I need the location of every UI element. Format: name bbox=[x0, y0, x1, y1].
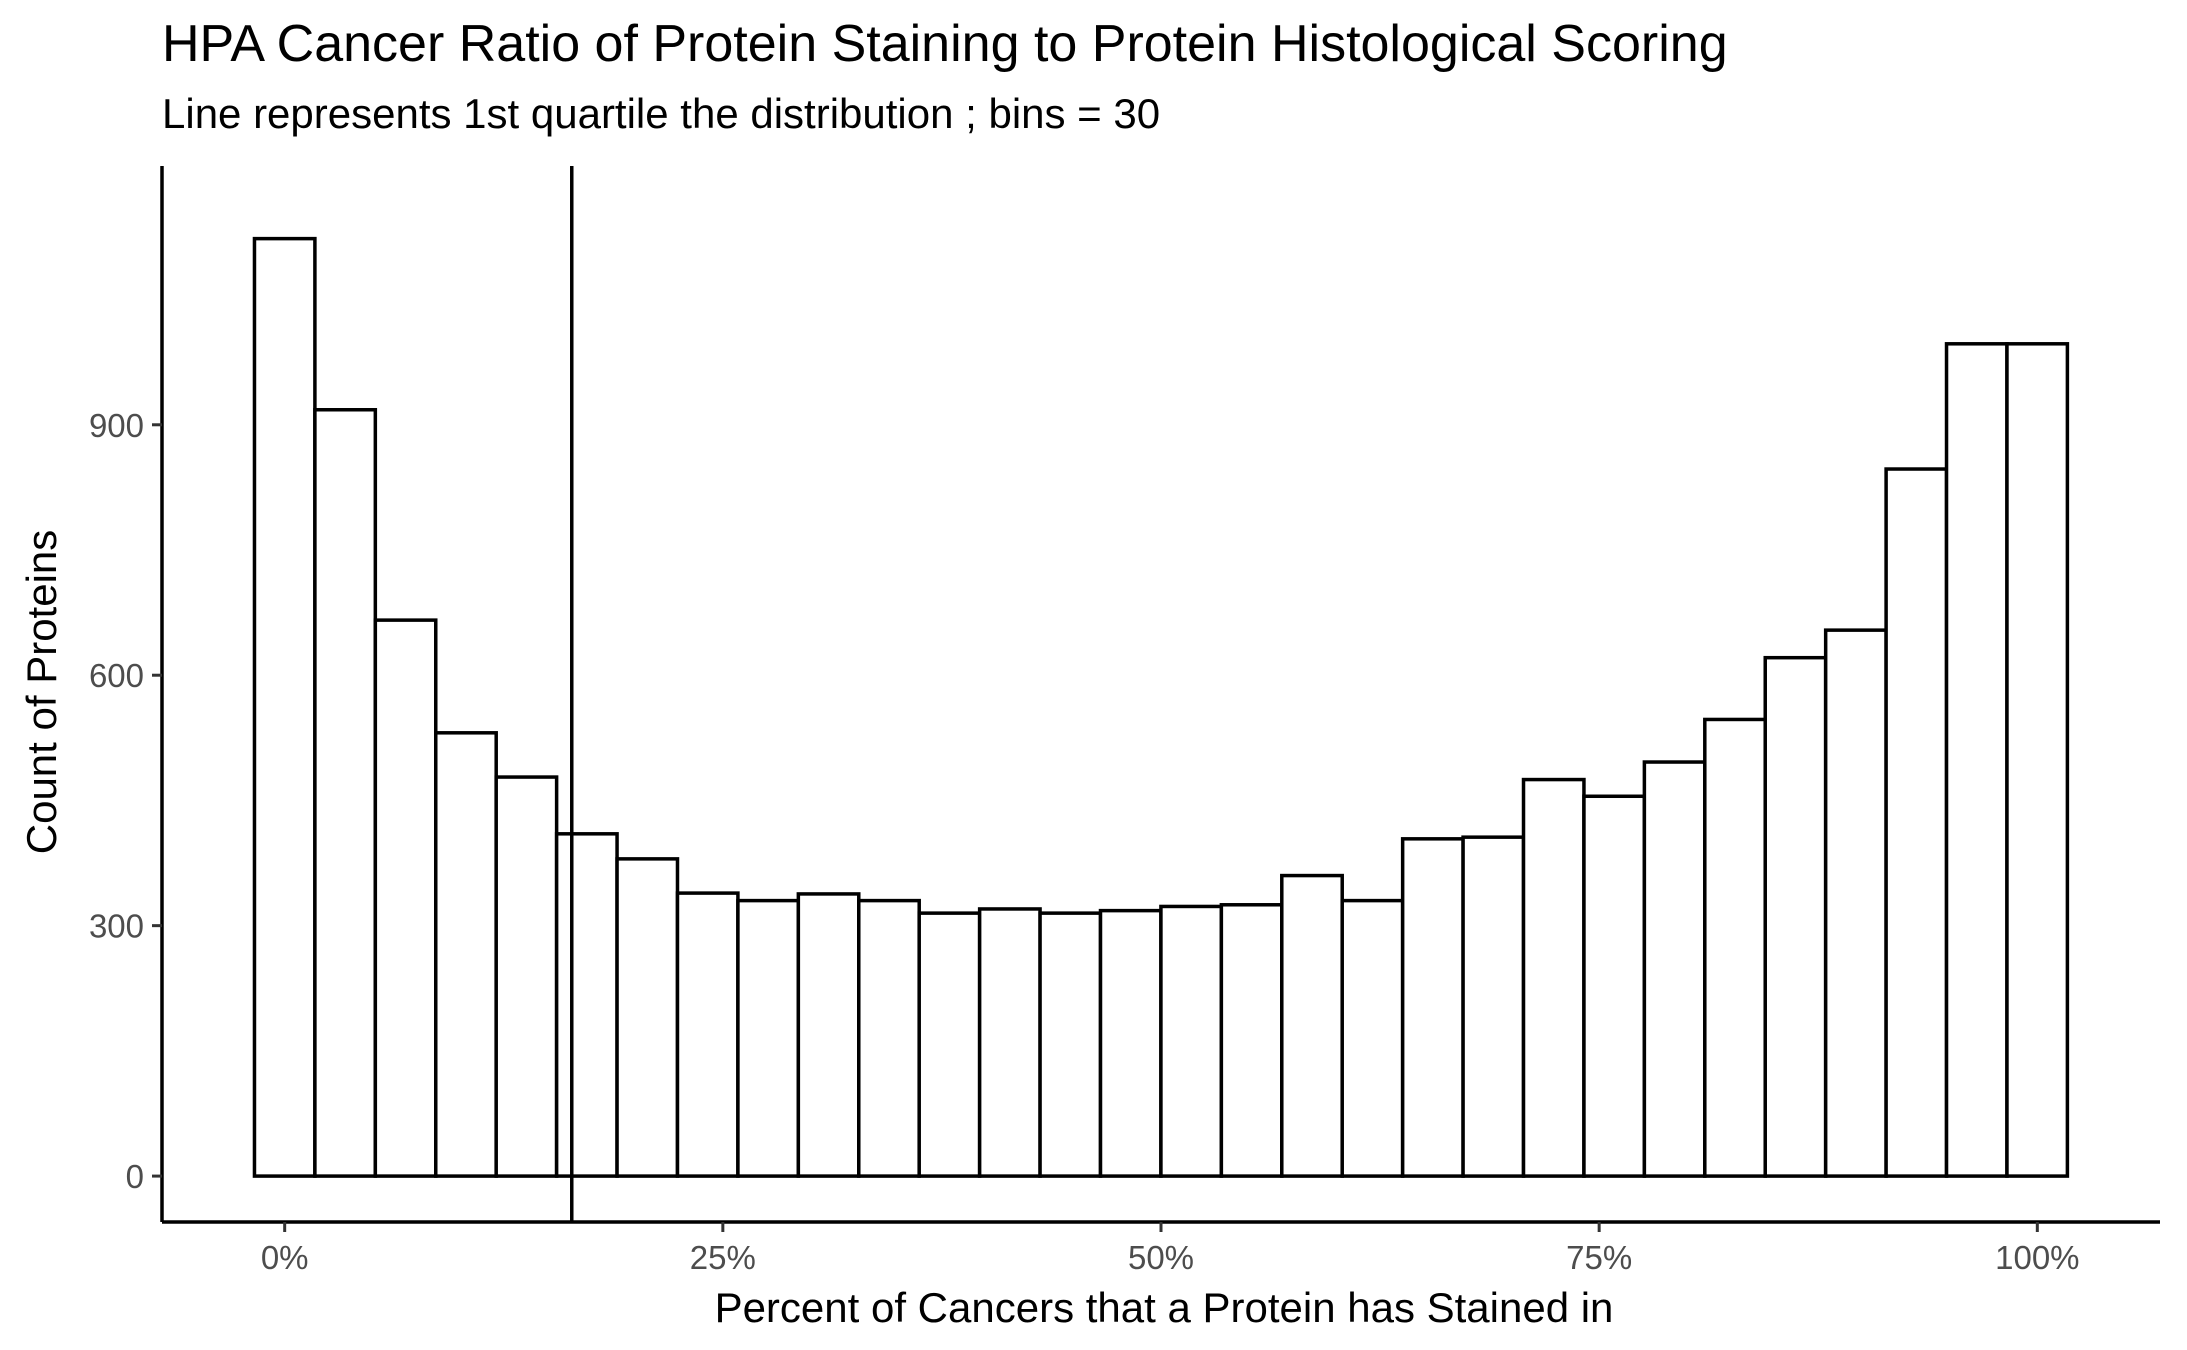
histogram-bar-29 bbox=[1944, 342, 2009, 1178]
histogram-bar-21 bbox=[1461, 835, 1526, 1178]
histogram-bar-27 bbox=[1823, 628, 1888, 1178]
histogram-bar-17 bbox=[1219, 903, 1284, 1178]
histogram-bar-4 bbox=[434, 731, 498, 1178]
y-ticks-layer: 0 300 600 900 bbox=[89, 407, 162, 1195]
histogram-bar-23 bbox=[1582, 794, 1647, 1178]
histogram-bar-26 bbox=[1763, 655, 1828, 1178]
histogram-bar-11 bbox=[857, 898, 921, 1178]
histogram-bar-2 bbox=[313, 408, 378, 1178]
y-tick-label-3: 600 bbox=[89, 657, 144, 694]
histogram-bar-20 bbox=[1400, 837, 1465, 1178]
histogram-bar-24 bbox=[1642, 760, 1707, 1178]
chart-title: HPA Cancer Ratio of Protein Staining to … bbox=[162, 15, 1728, 73]
x-tick-label-3: 50% bbox=[1128, 1239, 1194, 1276]
x-ticks-layer: 0% 25% 50% 75% 100% bbox=[261, 1222, 2080, 1276]
x-axis-label: Percent of Cancers that a Protein has St… bbox=[715, 1284, 1614, 1331]
y-tick-label-2: 300 bbox=[89, 908, 144, 945]
y-tick-label-1: 0 bbox=[126, 1158, 144, 1195]
histogram-bar-9 bbox=[736, 898, 801, 1178]
histogram-bar-6 bbox=[554, 832, 619, 1178]
chart-subtitle: Line represents 1st quartile the distrib… bbox=[162, 90, 1161, 137]
histogram-bar-28 bbox=[1884, 467, 1949, 1178]
histogram-bar-8 bbox=[675, 891, 740, 1178]
histogram-bar-12 bbox=[917, 911, 982, 1178]
y-tick-label-4: 900 bbox=[89, 407, 144, 444]
x-tick-label-2: 25% bbox=[690, 1239, 756, 1276]
histogram-bar-13 bbox=[977, 907, 1042, 1178]
histogram-bar-15 bbox=[1098, 908, 1163, 1178]
histogram-bar-25 bbox=[1703, 717, 1767, 1178]
histogram-bar-30 bbox=[2005, 342, 2070, 1178]
x-tick-label-4: 75% bbox=[1566, 1239, 1632, 1276]
histogram-bar-7 bbox=[615, 857, 680, 1178]
x-tick-label-1: 0% bbox=[261, 1239, 309, 1276]
histogram-bar-5 bbox=[494, 775, 559, 1178]
histogram-bar-1 bbox=[252, 236, 317, 1178]
histogram-bar-22 bbox=[1521, 777, 1586, 1178]
histogram-bar-16 bbox=[1159, 904, 1224, 1178]
histogram-bar-19 bbox=[1340, 898, 1405, 1178]
y-axis-label: Count of Proteins bbox=[18, 530, 65, 855]
histogram-bar-14 bbox=[1038, 911, 1103, 1178]
x-tick-label-5: 100% bbox=[1995, 1239, 2079, 1276]
histogram-bar-18 bbox=[1280, 873, 1344, 1178]
bars-layer bbox=[252, 236, 2070, 1178]
histogram-bar-10 bbox=[796, 892, 861, 1178]
histogram-bar-3 bbox=[373, 618, 438, 1178]
